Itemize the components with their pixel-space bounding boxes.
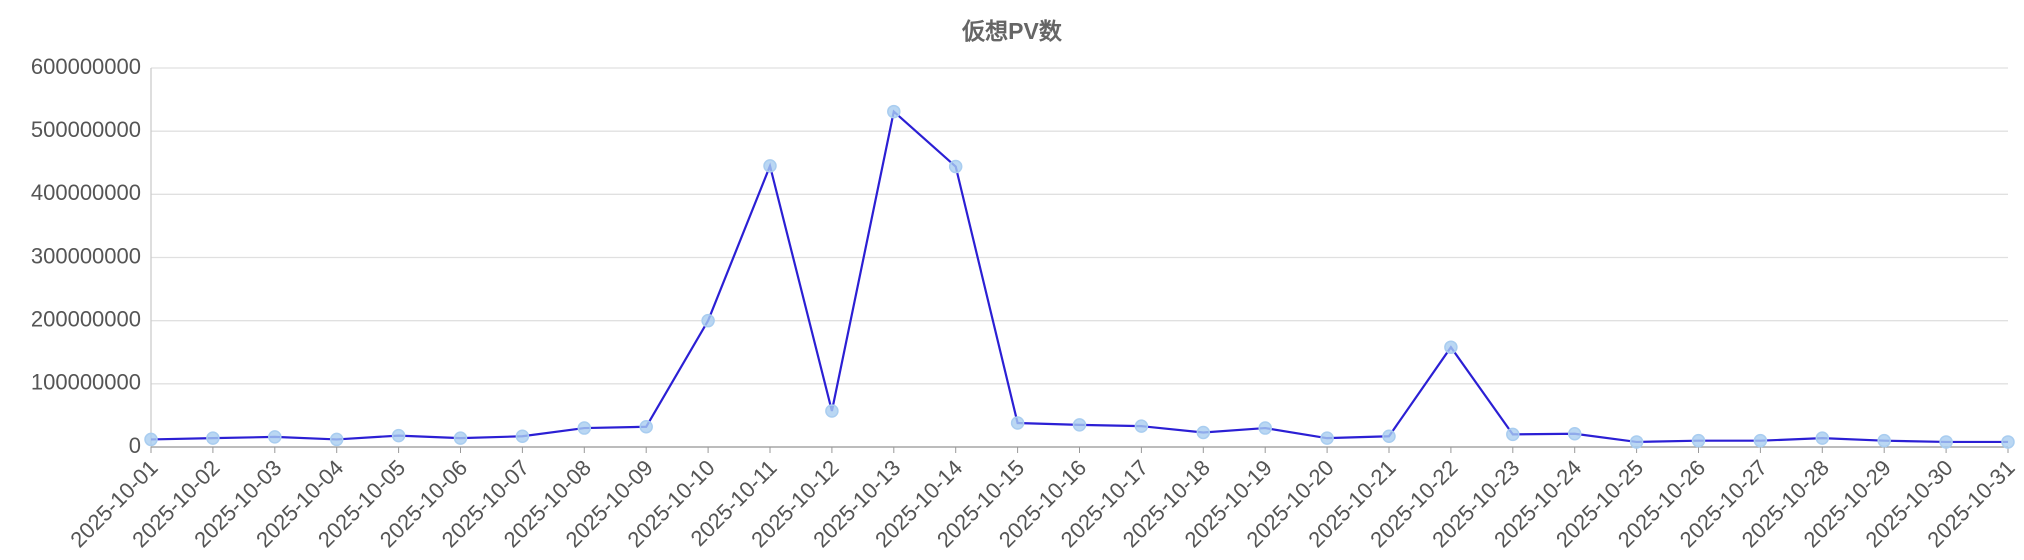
data-point bbox=[1444, 340, 1458, 354]
data-point bbox=[391, 428, 406, 443]
y-tick-label: 300000000 bbox=[31, 243, 141, 268]
data-point bbox=[1691, 433, 1706, 448]
data-point bbox=[1629, 435, 1644, 449]
data-point bbox=[268, 430, 282, 444]
data-point bbox=[577, 421, 592, 435]
data-point bbox=[1815, 431, 1830, 445]
y-tick-label: 400000000 bbox=[31, 180, 141, 205]
y-tick-label: 600000000 bbox=[31, 54, 141, 79]
data-point bbox=[1506, 427, 1520, 442]
data-point bbox=[1134, 419, 1149, 433]
data-point bbox=[701, 313, 715, 328]
data-point bbox=[144, 432, 158, 447]
data-point bbox=[1010, 416, 1025, 430]
data-point bbox=[1567, 426, 1582, 441]
data-point bbox=[1072, 418, 1087, 432]
data-point bbox=[763, 159, 777, 173]
chart-title: 仮想PV数 bbox=[961, 18, 1063, 44]
data-point bbox=[1320, 431, 1334, 445]
data-point bbox=[1258, 421, 1272, 435]
data-line bbox=[150, 109, 2008, 444]
data-point bbox=[515, 429, 530, 444]
data-point bbox=[887, 104, 901, 119]
data-point bbox=[639, 420, 653, 434]
y-tick-label: 500000000 bbox=[31, 117, 141, 142]
data-point bbox=[453, 431, 468, 445]
data-point bbox=[1382, 429, 1396, 444]
y-tick-label: 0 bbox=[129, 433, 141, 458]
y-tick-label: 100000000 bbox=[31, 370, 141, 395]
data-point bbox=[825, 404, 839, 418]
data-point bbox=[2001, 435, 2015, 449]
data-point bbox=[1877, 433, 1891, 448]
data-point bbox=[329, 432, 344, 447]
data-point bbox=[1753, 433, 1768, 448]
data-point bbox=[206, 431, 220, 445]
data-point bbox=[1939, 435, 1953, 449]
data-point bbox=[948, 159, 963, 174]
y-tick-label: 200000000 bbox=[31, 306, 141, 331]
data-point bbox=[1196, 425, 1211, 440]
